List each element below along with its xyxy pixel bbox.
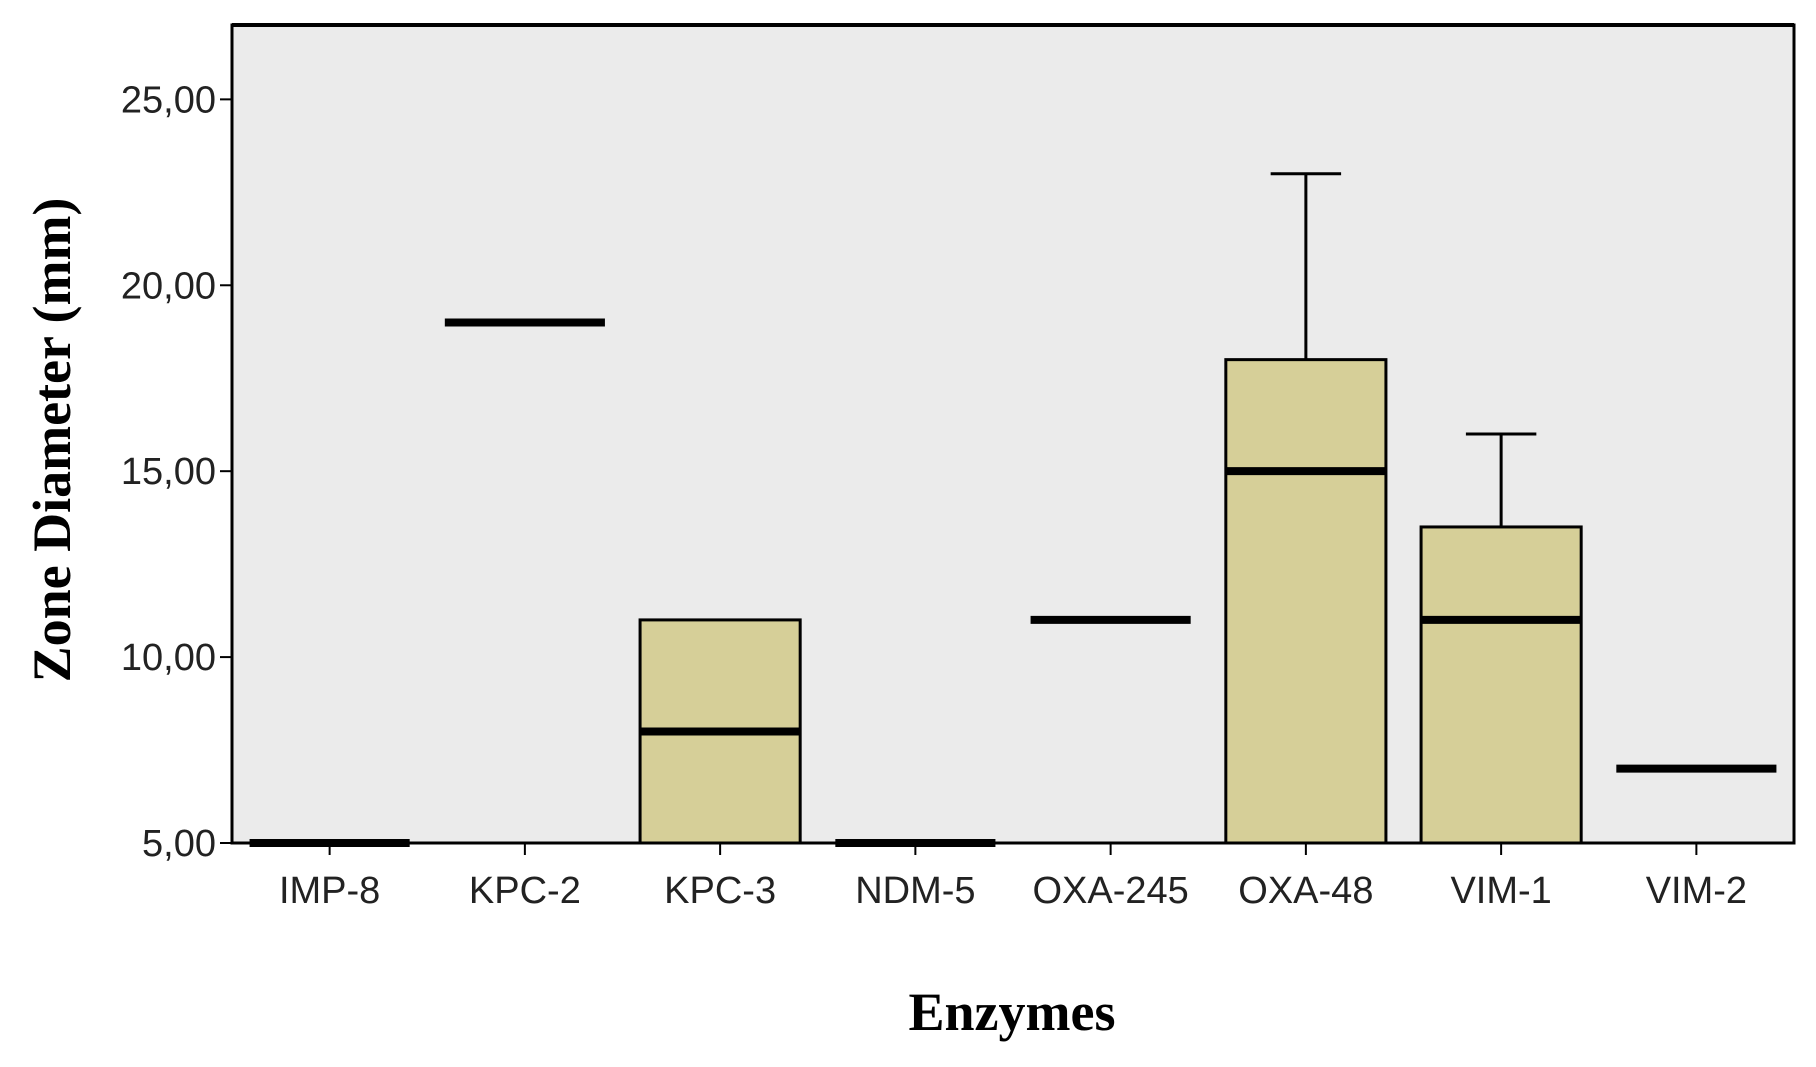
y-axis-title: Zone Diameter (mm) bbox=[22, 198, 82, 683]
x-tick-label: VIM-2 bbox=[1646, 870, 1747, 912]
x-tick-label: KPC-3 bbox=[664, 870, 776, 912]
box-iqr bbox=[1224, 358, 1388, 845]
y-tick-label: 15,00 bbox=[121, 451, 216, 493]
y-tick-label: 10,00 bbox=[121, 637, 216, 679]
x-tick-label: VIM-1 bbox=[1450, 870, 1551, 912]
box-series bbox=[249, 172, 1777, 847]
y-axis: 5,00 10,00 15,00 20,00 25,00 bbox=[121, 79, 232, 865]
x-tick-label: IMP-8 bbox=[279, 870, 380, 912]
x-axis: IMP-8 KPC-2 KPC-3 NDM-5 OXA-245 OXA-48 VIM-1 VI… bbox=[279, 843, 1747, 912]
x-tick-label: OXA-48 bbox=[1238, 870, 1373, 912]
box-vim-1 bbox=[1419, 432, 1583, 845]
box-oxa-48 bbox=[1224, 172, 1388, 845]
box-iqr bbox=[1419, 525, 1583, 845]
x-tick-label: NDM-5 bbox=[855, 870, 975, 912]
y-tick-label: 20,00 bbox=[121, 265, 216, 307]
x-axis-title: Enzymes bbox=[909, 982, 1116, 1042]
x-tick-label: KPC-2 bbox=[469, 870, 581, 912]
x-tick-label: OXA-245 bbox=[1032, 870, 1188, 912]
box-kpc-3 bbox=[638, 618, 802, 845]
y-tick-label: 25,00 bbox=[121, 79, 216, 121]
y-tick-label: 5,00 bbox=[142, 823, 216, 865]
